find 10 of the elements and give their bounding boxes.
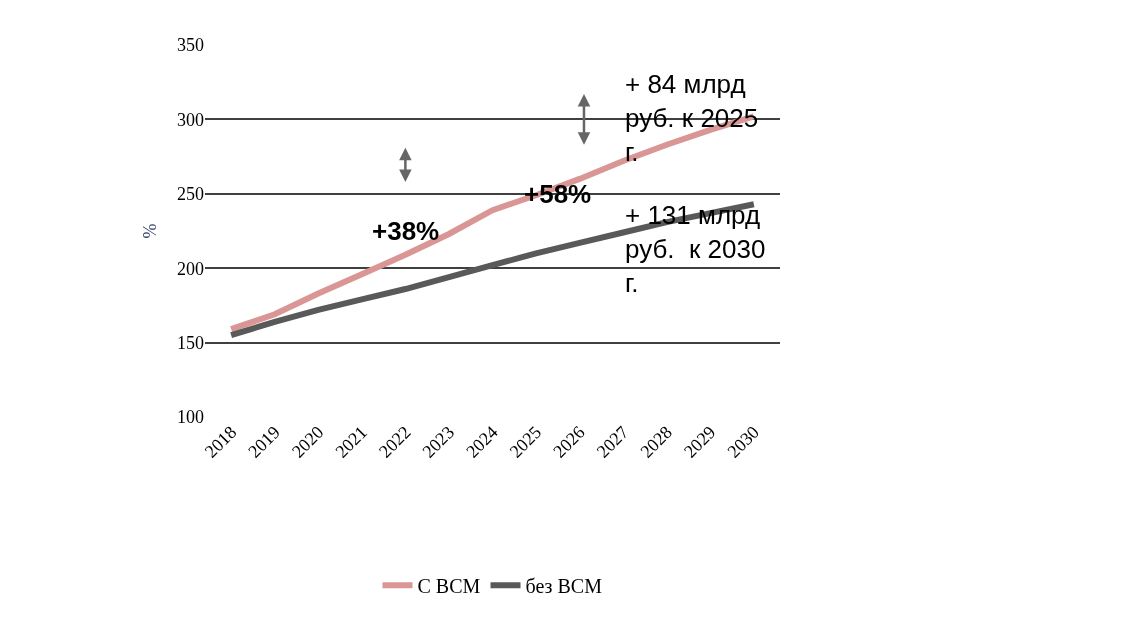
y-axis-title: %: [140, 223, 161, 239]
y-tick-label: 250: [177, 184, 204, 205]
annotation: +38%: [372, 216, 440, 246]
y-tick-label: 200: [177, 258, 204, 279]
legend-label: С ВСМ: [417, 575, 481, 598]
legend-label: без ВСМ: [525, 575, 603, 598]
y-tick-label: 300: [177, 109, 204, 130]
y-tick-label: 350: [177, 35, 204, 56]
y-tick-label: 150: [177, 332, 204, 353]
y-tick-label: 100: [177, 407, 204, 428]
